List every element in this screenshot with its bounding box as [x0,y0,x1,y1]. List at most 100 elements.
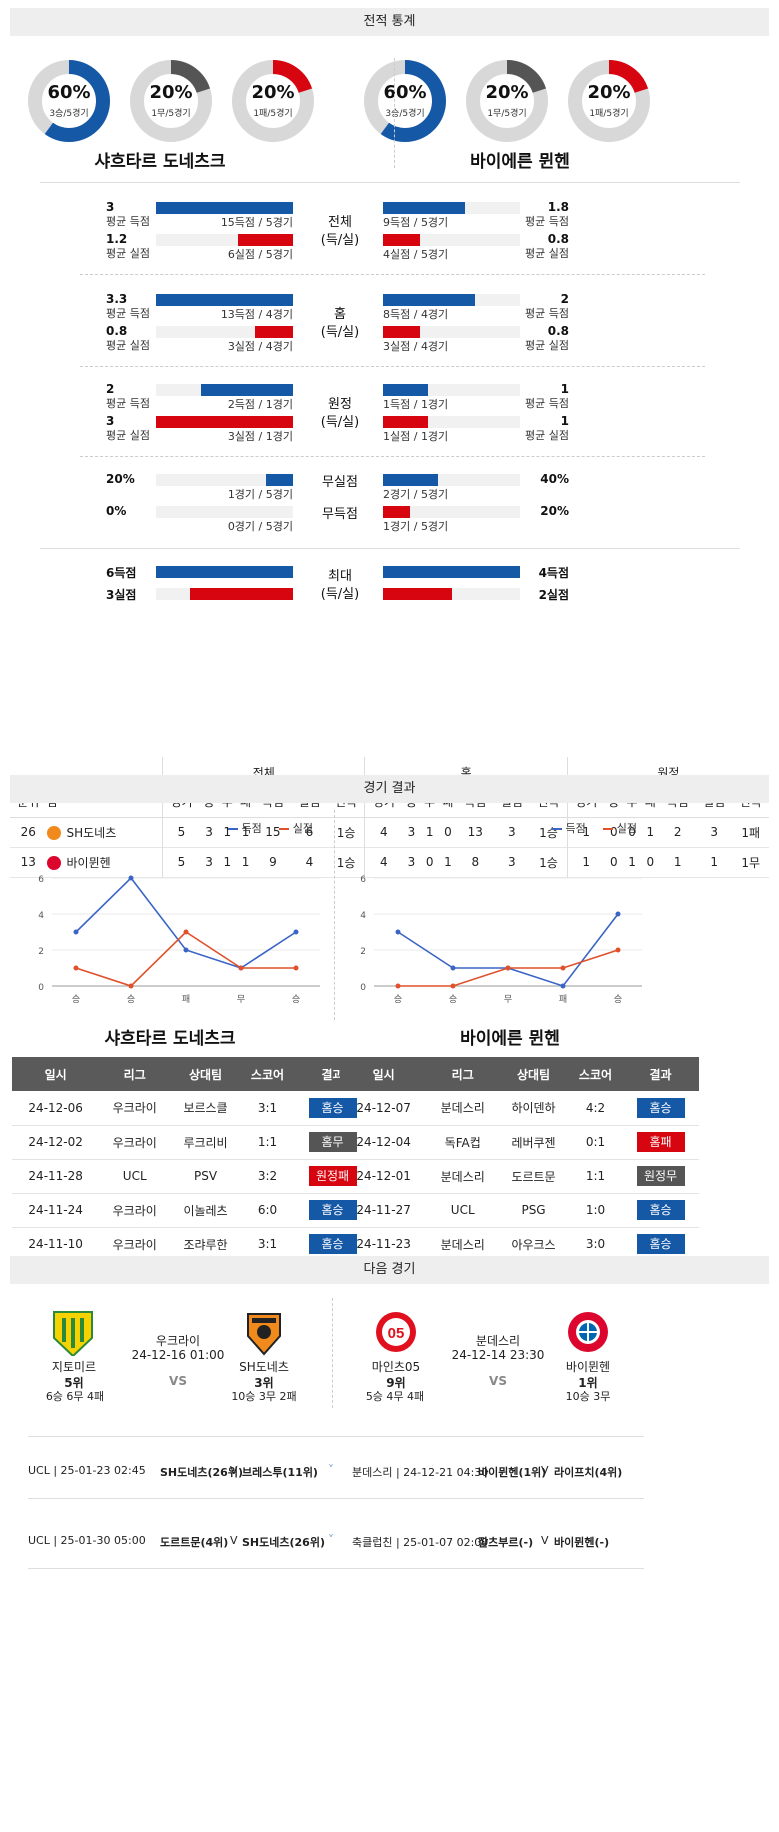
chart-x-tick: 패 [182,994,190,1005]
home-bar-track [156,384,293,396]
results-row: 24-12-01 분데스리 도르트문 1:1 원정무 [340,1159,699,1194]
home-stat-value: 0.8 [106,324,128,338]
chart-point [293,965,299,971]
results-outcome: 원정무 [622,1159,699,1194]
away-stat-value: 0.8 [547,324,569,338]
results-opp: 조랴루한 [170,1227,241,1262]
standings-cell: 3 [407,825,416,839]
away-bar-fill [383,384,429,396]
team-emblem-icon [46,826,61,840]
results-league: 분데스리 [427,1227,499,1262]
upcoming-ro: 바이뮌헨(-) [554,1536,610,1549]
standings-row: 26 SH도네츠 5 3 1 1 15 6 1승 4 3 1 0 13 3 1승 1 0 0 1 2 3 1패 [10,817,769,847]
results-row: 24-12-04 독FA컵 레버쿠젠 0:1 홈패 [340,1125,699,1160]
chart-point [560,983,566,989]
divider [332,1298,333,1408]
chart-x-tick: 패 [559,994,567,1005]
standings-cell: 1 [223,855,232,869]
next-right-team1-rank: 9위 [386,1376,406,1390]
away-bar-track [383,294,520,306]
home-bar-track [156,202,293,214]
away-stat-caption: 2경기 / 5경기 [383,488,449,501]
divider [80,366,705,367]
donut-ring [466,60,548,142]
result-badge: 홈승 [636,1234,685,1254]
donut-arc [232,60,314,142]
chart-point [183,947,189,953]
away-bar-track [383,234,520,246]
home-stat-label: 평균 득점 [106,215,150,228]
stat-group-label-line: 원정 [328,397,352,412]
home-bar-track [156,416,293,428]
chevron-down-icon: ˅ [328,1533,334,1547]
results-outcome: 홈승 [622,1193,699,1228]
stat-group-label: 홈 (득/실) [300,306,380,342]
away-stat-label: 평균 실점 [525,429,569,442]
results-league: 우크라이 [99,1125,171,1160]
standings-team-name: 바이뮌헨 [66,855,111,870]
results-date: 24-11-27 [340,1193,428,1228]
home-max-goals: 6득점 [106,566,137,580]
away-stat-value: 1 [560,382,569,396]
standings-cell: 0 [425,855,434,869]
next-right-team1: 마인츠05 [371,1360,421,1374]
standings-cell: 3 [507,855,516,869]
next-right-time: 24-12-14 23:30 [451,1348,545,1362]
divider [40,182,740,183]
away-bar-track [383,416,520,428]
next-left-team2-record: 10승 3무 2패 [231,1390,297,1403]
next-left-team2: SH도네츠 [239,1360,289,1374]
divider [28,1498,644,1499]
away-team-name: 바이에른 뮌헨 [460,1029,560,1049]
results-score: 3:2 [240,1159,295,1194]
away-bar-fill [383,202,466,214]
home-bar-track [156,294,293,306]
team-logo-bayern [566,1310,610,1354]
chart-series-line-1 [75,930,296,987]
standings-cell: 3 [710,825,718,839]
donut-arc [130,60,212,142]
home-stat-value: 3 [106,200,115,214]
svg-text:05: 05 [388,1325,405,1342]
upcoming-lt: 도르트문(4위) [160,1536,229,1549]
team-logo-shakhtar [244,1310,284,1356]
home-stat-caption: 6실점 / 5경기 [227,248,293,261]
results-opp: 하이덴하 [498,1091,569,1126]
results-score: 4:2 [568,1091,623,1126]
home-stat-caption: 0경기 / 5경기 [227,520,293,533]
results-league: 분데스리 [427,1091,499,1126]
section-title-stats: 전적 통계 [10,8,769,36]
away-stat-caption: 1경기 / 5경기 [383,520,449,533]
standings-cell: 1 [582,855,591,869]
next-right-team2-rank: 1위 [578,1376,598,1390]
standings-rank: 13 [20,855,36,869]
chart-point [128,983,134,989]
standings-cell: 1 [582,825,591,839]
donut-caption: 1무/5경기 [151,109,191,119]
chart-point [395,929,401,935]
results-date: 24-11-23 [340,1227,428,1262]
upcoming-rt: 바이뮌헨(1위) [478,1466,547,1479]
home-bar-fill [265,474,293,486]
standings-cell: 6 [305,825,314,839]
home-stat-label: 평균 실점 [106,429,150,442]
results-date: 24-12-01 [340,1159,428,1194]
chart-y-tick: 4 [360,911,366,921]
results-opp: PSG [498,1193,569,1228]
donut-away-0: 60% 3승/5경기 [362,58,448,144]
home-bar-track [156,474,293,486]
home-stat-caption: 13득점 / 4경기 [220,308,293,321]
chart-point [560,965,566,971]
donut-arc [466,60,548,142]
upcoming-lv: V [230,1534,238,1547]
home-bar-track [156,234,293,246]
home-bar-fill [156,416,293,428]
standings-cell: 0 [646,855,655,869]
results-date: 24-11-10 [12,1227,100,1262]
home-stat-value: 20% [106,472,135,486]
away-stat-label: 평균 득점 [525,307,569,320]
chart-y-tick: 0 [38,983,44,993]
results-score: 1:1 [568,1159,623,1194]
away-bar-fill [383,294,475,306]
home-results-table: 일시 리그 상대팀 스코어 결과 24-12-06 우크라이 보르스클 3:1 홈승 24-12-0… [12,1057,371,1262]
